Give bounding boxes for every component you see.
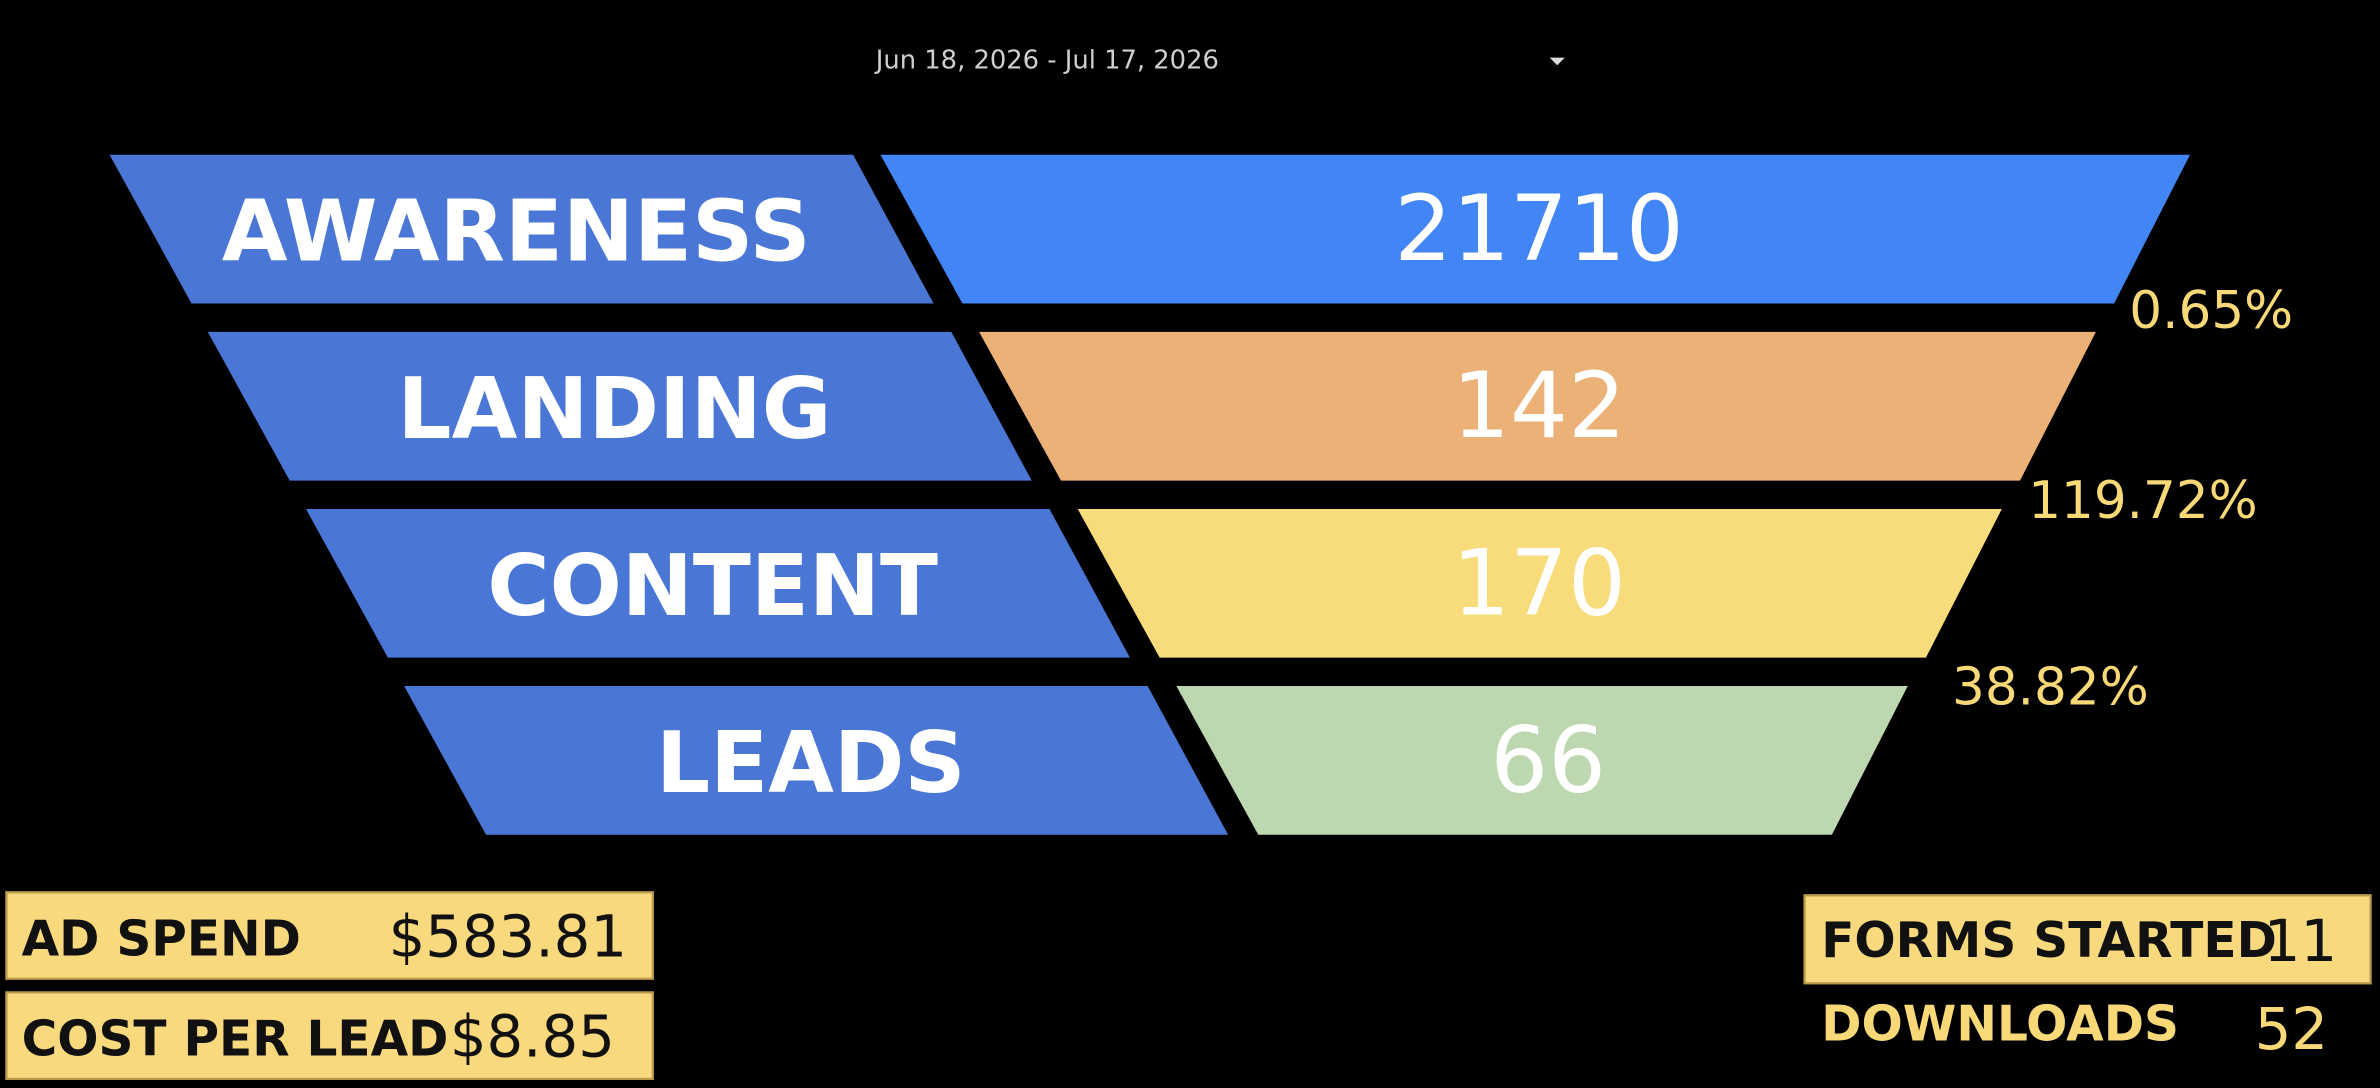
metric-label: DOWNLOADS xyxy=(1821,996,2179,1052)
stage-label: CONTENT xyxy=(487,537,938,636)
dropdown-arrow[interactable] xyxy=(1549,57,1565,66)
stage-value-shape xyxy=(880,154,2190,304)
stage-value: 66 xyxy=(1490,707,1606,813)
stage-label-shape xyxy=(109,154,934,304)
conversion-rate: 38.82% xyxy=(1952,657,2149,717)
metric-value: 11 xyxy=(2264,907,2337,975)
date-range[interactable]: Jun 18, 2026 - Jul 17, 2026 xyxy=(874,46,1219,76)
stage-value: 170 xyxy=(1452,530,1626,636)
stage-value-shape xyxy=(1176,686,1908,835)
metric-label: FORMS STARTED xyxy=(1821,913,2277,969)
stage-value-shape xyxy=(1077,508,2002,658)
stage-label-shape xyxy=(305,508,1130,658)
metric-label: AD SPEND xyxy=(22,911,301,967)
metric-value: $583.81 xyxy=(389,902,627,970)
metric-box xyxy=(1803,894,2372,985)
conversion-rate: 119.72% xyxy=(2028,471,2257,531)
conversion-rate: 0.65% xyxy=(2129,281,2293,341)
stage-label-shape xyxy=(207,331,1032,481)
metric-box xyxy=(5,891,654,980)
stage-label: AWARENESS xyxy=(222,183,811,282)
stage-label-shape xyxy=(404,686,1229,835)
metric-label: COST PER LEAD xyxy=(22,1011,449,1067)
metric-value: 52 xyxy=(2255,995,2328,1063)
stage-value: 21710 xyxy=(1394,176,1684,282)
stage-value: 142 xyxy=(1452,353,1626,459)
stage-value-shape xyxy=(979,331,2096,481)
stage-label: LANDING xyxy=(397,360,831,459)
metric-value: $8.85 xyxy=(450,1002,615,1070)
date-picker[interactable]: Jun 18, 2026 - Jul 17, 2026 xyxy=(874,46,1565,76)
metric-box xyxy=(5,991,654,1081)
stage-label: LEADS xyxy=(656,714,966,813)
